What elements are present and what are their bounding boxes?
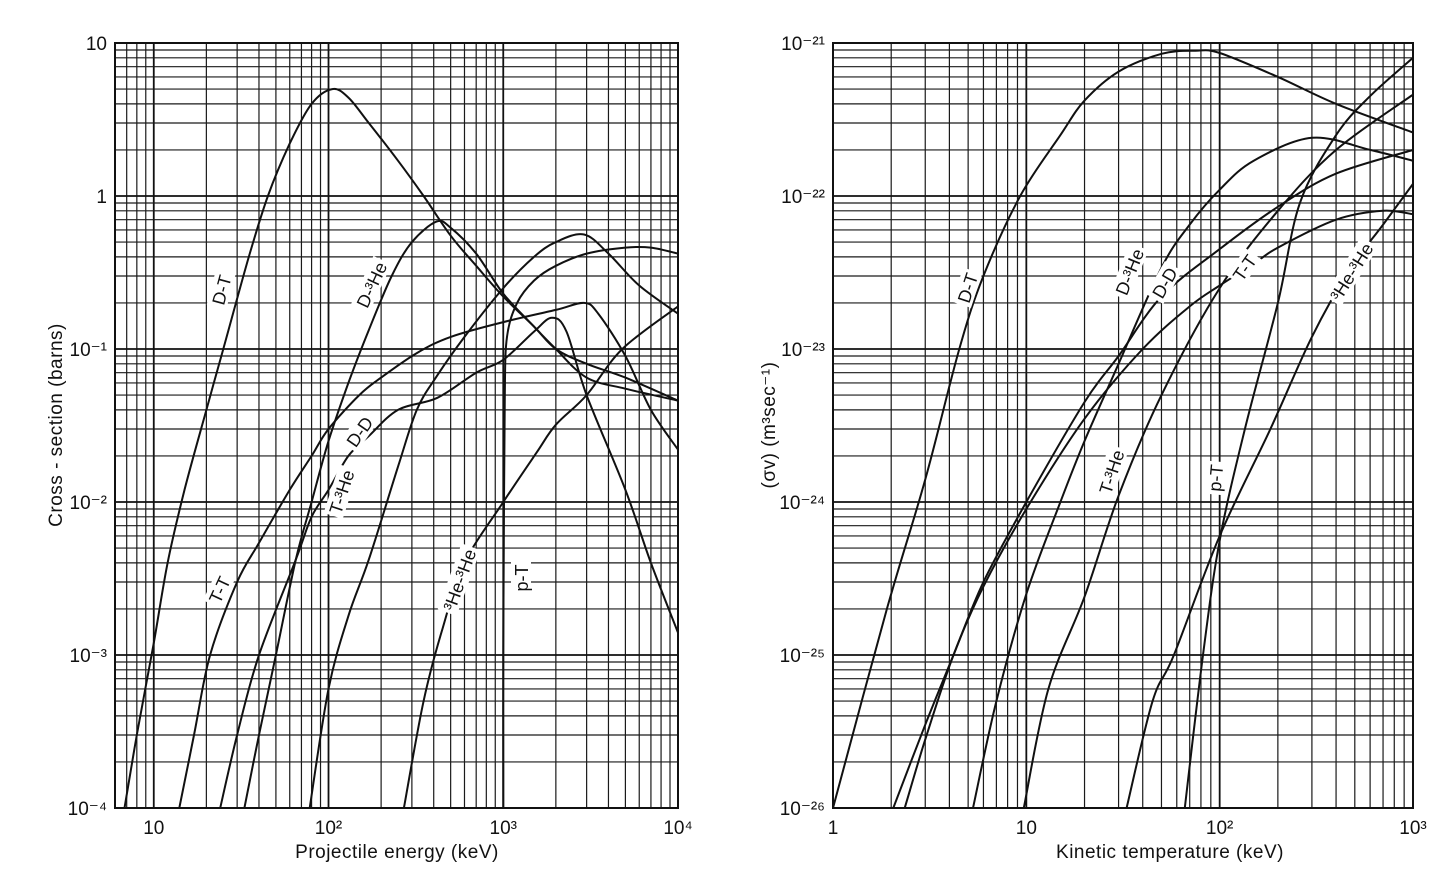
series-line-5 [1183,57,1413,808]
y-tick-label: 10⁻¹ [70,340,108,361]
series-label-background [1145,261,1183,304]
series-line-1 [243,219,678,808]
x-tick-label: 10² [1206,818,1233,839]
y-tick-label: 10⁻²¹ [781,34,825,55]
series-label-background [511,561,531,595]
y-axis-title: Cross - section (barns) [46,323,67,527]
y-tick-label: 10⁻² [70,493,108,514]
series-label-background [951,267,983,308]
series-line-1 [972,136,1413,808]
series-label-background [1093,444,1129,500]
series-line-6 [502,245,678,808]
plot-frame [114,42,679,809]
series-line-0 [833,49,1413,808]
series-label: p-T [1205,464,1227,493]
y-tick-label: 1 [96,187,107,208]
x-tick-label: 10³ [490,818,517,839]
series-label-background [1109,242,1149,301]
y-tick-label: 10⁻²⁶ [780,799,825,820]
series-label-background [323,464,359,520]
series-label-background [340,410,379,453]
y-tick-label: 10⁻²⁵ [780,646,825,667]
y-tick-label: 10 [86,34,107,55]
x-tick-label: 10² [315,818,342,839]
series-line-3 [178,301,678,808]
curves [123,87,678,808]
series-label-background [350,255,392,314]
x-axis-title: Projectile energy (keV) [295,842,499,863]
y-tick-label: 10⁻²³ [781,340,825,361]
series-label: p-T [512,564,532,591]
series-line-4 [308,233,678,808]
x-tick-label: 10 [143,818,164,839]
x-tick-label: 10⁴ [663,818,692,839]
y-tick-label: 10⁻²⁴ [779,493,825,514]
series-line-5 [402,305,678,808]
plot-frame [832,42,1414,809]
series-line-3 [903,209,1413,808]
y-tick-label: 10⁻³ [70,646,108,667]
series-label-background [203,570,236,609]
series-label-background [1226,248,1262,287]
series-label-background [206,269,236,310]
series-label-background [437,543,481,616]
y-axis-title: (σv) (m³sec⁻¹) [759,362,780,489]
x-tick-label: 1 [828,818,839,839]
series-label-background [1324,236,1379,307]
series-line-2 [219,316,678,808]
x-tick-label: 10 [1016,818,1037,839]
series-label-background [1203,460,1227,496]
y-tick-label: 10⁻²² [781,187,825,208]
y-tick-label: 10⁻⁴ [68,799,107,820]
x-axis-title: Kinetic temperature (keV) [1056,842,1284,863]
series-line-4 [1022,93,1413,808]
x-tick-label: 10³ [1399,818,1426,839]
